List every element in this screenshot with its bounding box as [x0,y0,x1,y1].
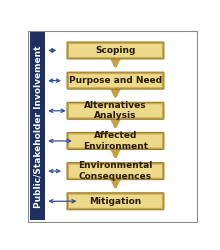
Text: Alternatives
Analysis: Alternatives Analysis [84,101,147,120]
FancyBboxPatch shape [69,44,162,57]
FancyBboxPatch shape [67,72,164,89]
FancyBboxPatch shape [67,163,164,180]
Text: Public/Stakeholder Involvement: Public/Stakeholder Involvement [33,45,42,207]
Text: Environmental
Consequences: Environmental Consequences [78,162,153,181]
FancyBboxPatch shape [67,132,164,150]
Text: Purpose and Need: Purpose and Need [69,76,162,85]
FancyBboxPatch shape [69,164,162,178]
Bar [30,32,45,220]
Text: Scoping: Scoping [95,46,136,55]
FancyBboxPatch shape [69,74,162,87]
Text: Mitigation: Mitigation [89,197,142,206]
FancyBboxPatch shape [67,42,164,59]
FancyBboxPatch shape [67,193,164,210]
FancyBboxPatch shape [69,104,162,117]
Text: Affected
Environment: Affected Environment [83,131,148,151]
FancyBboxPatch shape [67,102,164,119]
FancyBboxPatch shape [69,134,162,147]
FancyBboxPatch shape [69,195,162,208]
